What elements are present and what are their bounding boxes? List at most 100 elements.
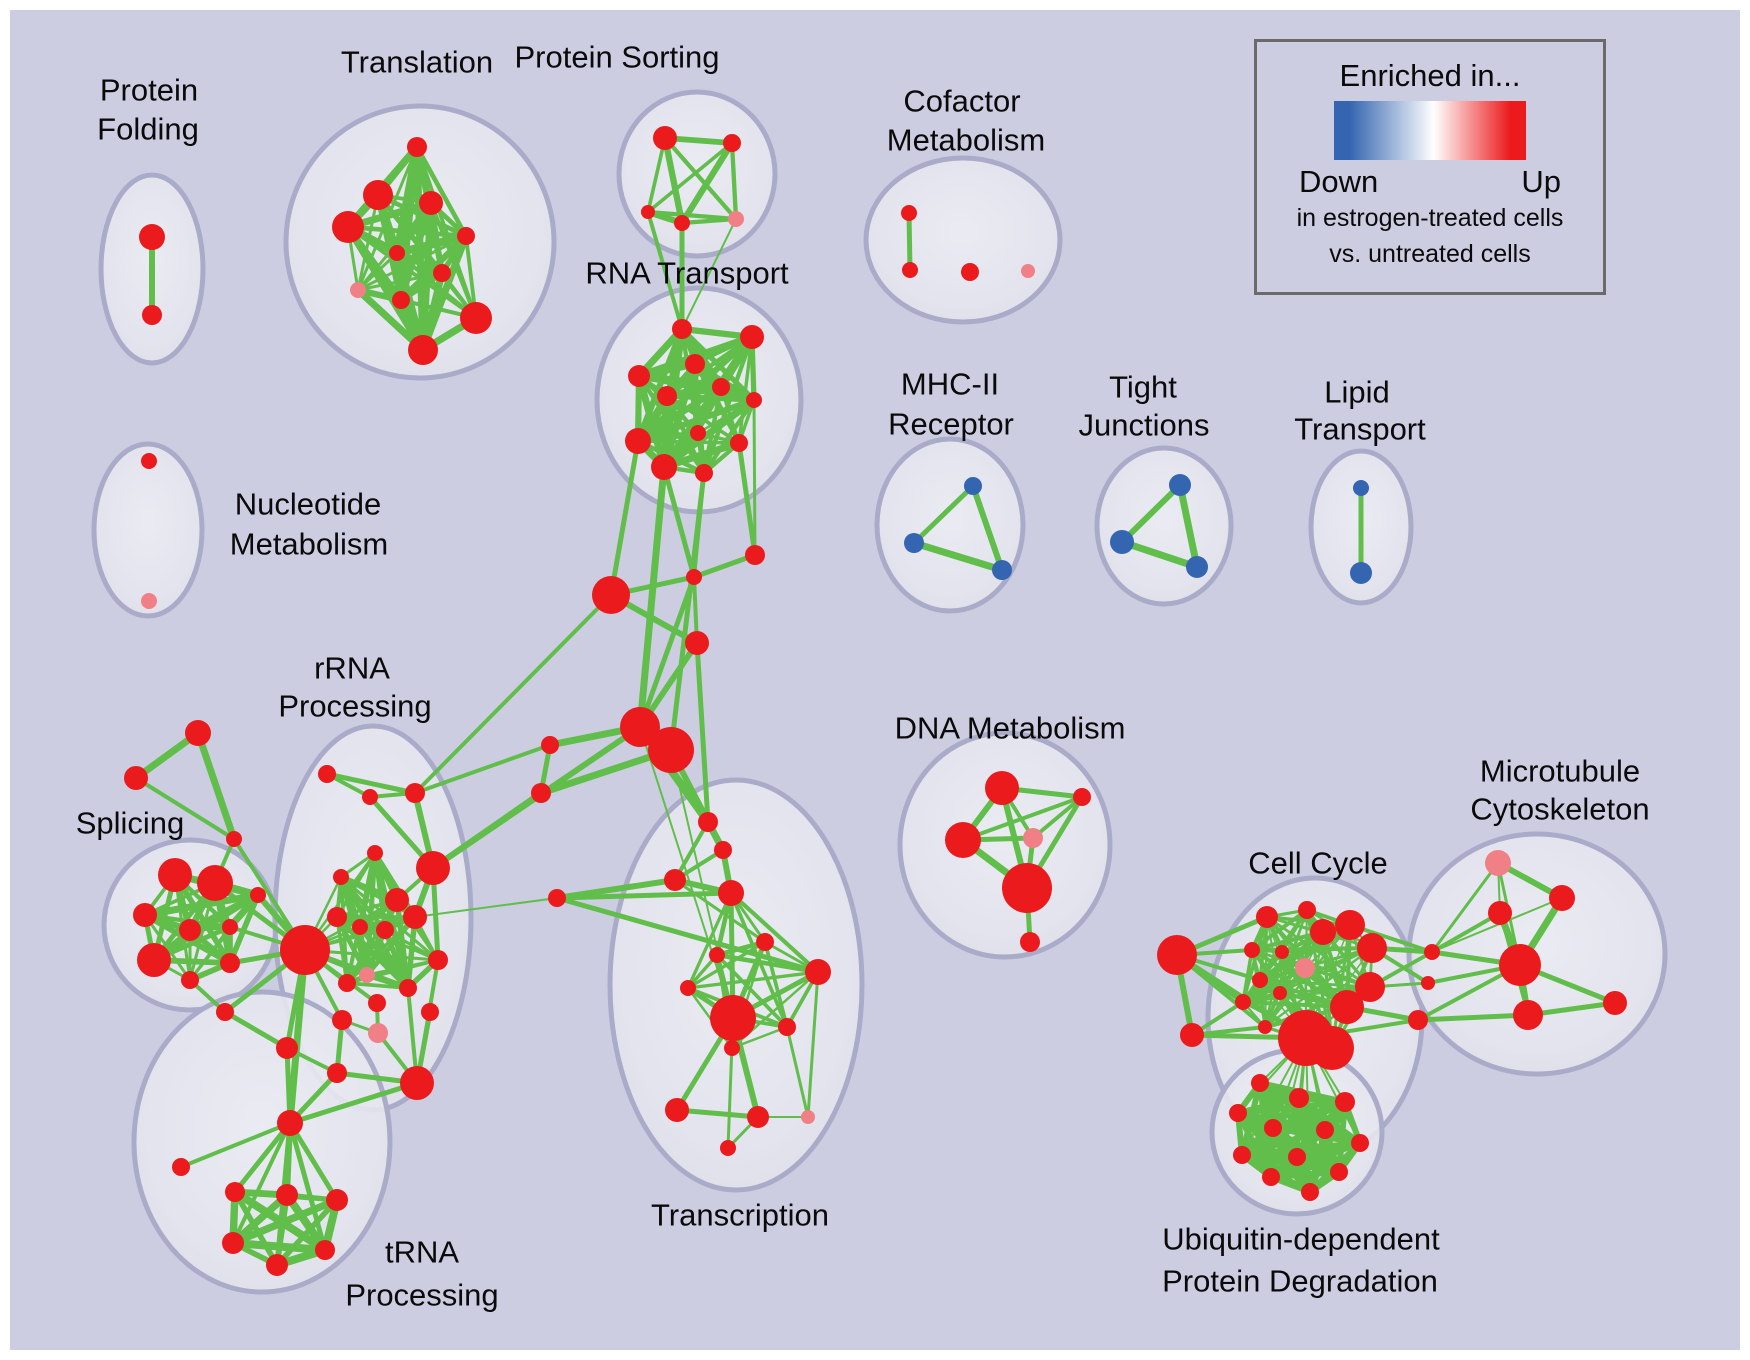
enrichment-edge	[227, 892, 261, 966]
gene-set-node-G14	[428, 950, 448, 970]
gene-set-node-D1	[1073, 788, 1091, 806]
cluster-label-lipid-transport: Transport	[1294, 412, 1426, 447]
gene-set-node-S5	[250, 887, 266, 903]
enrichment-edge	[1431, 897, 1563, 953]
gene-set-node-X8	[548, 889, 566, 907]
enrichment-edge	[232, 1120, 293, 1195]
enrichment-edge	[414, 144, 469, 239]
gene-set-node-G8	[327, 907, 347, 927]
enrichment-edge	[637, 574, 697, 730]
gene-set-node-TR11	[665, 1098, 689, 1122]
enrichment-edge	[283, 1191, 329, 1254]
gene-set-node-G23	[327, 1063, 347, 1083]
gene-set-node-TR9	[778, 1018, 796, 1036]
enrichment-edge	[1258, 978, 1372, 989]
enrichment-edge	[674, 1107, 761, 1120]
enrichment-edge	[728, 890, 821, 975]
gene-set-node-H2	[225, 1182, 245, 1202]
gene-set-node-T1	[363, 180, 393, 210]
enrichment-edge	[906, 210, 913, 273]
legend-note-line1: in estrogen-treated cells	[1296, 204, 1564, 232]
gene-set-node-CC14	[1330, 990, 1364, 1024]
enrichment-edge	[785, 1025, 810, 1119]
enrichment-edge	[554, 895, 821, 975]
enrichment-edge	[324, 771, 418, 796]
gene-set-node-U10	[1262, 1168, 1280, 1186]
gene-set-node-G18	[276, 1037, 298, 1059]
enrichment-edge	[737, 335, 754, 445]
enrichment-edge	[287, 1080, 420, 1126]
gene-set-node-R3	[628, 365, 650, 387]
enrichment-edge	[1241, 1000, 1349, 1009]
gene-set-node-R5	[712, 378, 730, 396]
enrichment-edge	[1430, 861, 1500, 954]
gene-set-node-U9	[1330, 1163, 1348, 1181]
enrichment-edge	[1280, 950, 1372, 989]
gene-set-node-R8	[625, 428, 651, 454]
enrichment-edge	[714, 952, 821, 975]
enrichment-edge	[229, 1196, 341, 1247]
enrichment-edge	[681, 218, 737, 330]
cluster-label-ubiquitin-degradation: Protein Degradation	[1162, 1264, 1438, 1299]
gene-set-node-M0	[964, 477, 982, 495]
gene-set-node-H0	[277, 1110, 303, 1136]
enrichment-edge	[701, 397, 757, 476]
enrichment-edge	[334, 914, 370, 978]
enrichment-edge	[634, 396, 758, 445]
enrichment-edge	[229, 1239, 329, 1254]
gene-set-node-TR10	[724, 1040, 740, 1056]
gene-set-node-TR6	[709, 947, 725, 963]
enrichment-edge	[752, 398, 757, 557]
gene-set-node-PF1	[142, 305, 162, 325]
gene-set-node-R6	[746, 392, 762, 408]
enrichment-edge	[286, 946, 309, 1127]
cluster-label-cofactor-metabolism: Metabolism	[887, 123, 1046, 158]
enrichment-edge	[172, 872, 233, 966]
cluster-label-protein-sorting: Protein Sorting	[514, 40, 719, 75]
gene-set-node-T4	[457, 227, 475, 245]
cluster-label-dna-metabolism: DNA Metabolism	[895, 711, 1126, 746]
enrichment-edge	[1235, 1099, 1348, 1116]
gene-set-node-H6	[266, 1254, 288, 1276]
enrichment-edge	[393, 232, 470, 257]
gene-set-node-TR3	[718, 880, 744, 906]
gene-set-node-CC10	[1252, 972, 1268, 988]
gene-set-node-M2	[992, 560, 1012, 580]
cluster-label-translation: Translation	[341, 45, 493, 80]
enrichment-edge	[673, 820, 710, 882]
enrichment-edge	[179, 1121, 292, 1169]
gene-set-node-CC2	[1256, 906, 1278, 928]
enrichment-edge	[736, 440, 758, 558]
enrichment-edge	[383, 928, 440, 962]
cluster-label-lipid-transport: Lipid	[1324, 375, 1390, 410]
gene-set-node-CC9	[1295, 958, 1315, 978]
gene-set-node-H7	[315, 1240, 335, 1260]
gene-set-node-S0	[158, 858, 192, 892]
cluster-label-splicing: Splicing	[76, 806, 185, 841]
enrichment-edge	[730, 1025, 789, 1050]
enrichment-edge	[1430, 911, 1502, 954]
gene-set-node-TR5	[756, 933, 774, 951]
gene-set-node-PS3	[674, 215, 690, 231]
legend-title: Enriched in...	[1339, 58, 1521, 93]
enrichment-edge	[345, 981, 410, 990]
gene-set-node-U4	[1264, 1119, 1282, 1137]
enrichment-edge	[1268, 1169, 1342, 1180]
cluster-label-rrna-processing: rRNA	[314, 651, 390, 686]
gene-set-node-CF0	[901, 205, 917, 221]
enrichment-edge	[357, 924, 411, 991]
gene-set-node-MT3	[1499, 944, 1541, 986]
gene-set-node-CF1	[902, 262, 918, 278]
cluster-label-transcription: Transcription	[651, 1198, 829, 1233]
enrichment-edge	[1118, 538, 1201, 571]
enrichment-edge	[673, 878, 767, 944]
gene-set-node-S1	[197, 865, 233, 901]
gene-set-node-U1	[1289, 1088, 1309, 1108]
gene-set-node-TA1	[124, 766, 148, 790]
gene-set-node-U11	[1301, 1183, 1319, 1201]
enrichment-edge	[1119, 482, 1183, 545]
gene-set-node-U6	[1351, 1134, 1369, 1152]
enrichment-edge	[274, 1197, 340, 1268]
gene-set-node-G7	[385, 888, 409, 912]
enrichment-edge	[356, 251, 399, 292]
